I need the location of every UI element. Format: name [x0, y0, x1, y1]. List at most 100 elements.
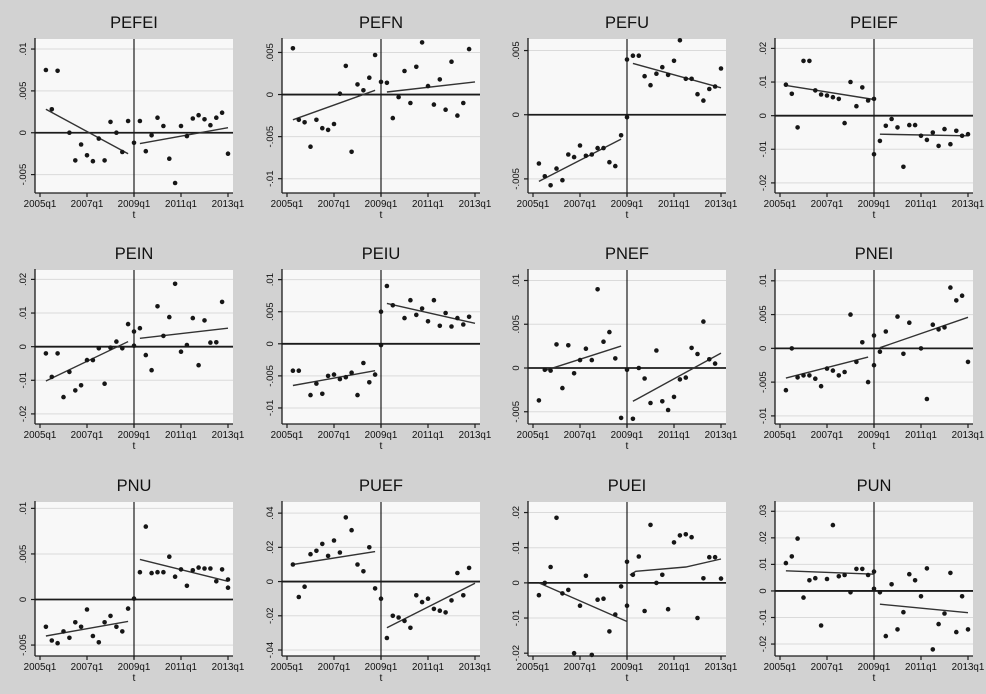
y-tick-label: -.005	[18, 164, 29, 186]
y-tick-label: .005	[18, 544, 29, 563]
data-point	[607, 628, 612, 634]
panel-plot: .005 0 -.005 2005q1 2007q1 2009q1 2011q1 2013q1…	[511, 14, 738, 221]
data-point	[707, 357, 712, 362]
data-point	[167, 554, 172, 559]
y-tick-label: .005	[511, 41, 522, 60]
y-tick-label: .04	[265, 506, 276, 519]
data-point	[413, 64, 419, 70]
fit-line-post	[632, 352, 722, 403]
data-point	[372, 372, 377, 378]
data-point	[190, 116, 196, 121]
data-point	[618, 133, 624, 138]
y-tick-label: .02	[758, 42, 769, 55]
x-tick-label: 2011q1	[658, 662, 690, 673]
data-point	[930, 322, 935, 328]
data-point	[965, 359, 970, 365]
data-point	[859, 85, 865, 90]
data-point	[689, 534, 694, 540]
data-point	[448, 59, 454, 64]
data-point	[871, 333, 876, 339]
panel-plot: .005 0 -.005 -.01 2005q1 2007q1 2009q1 2011q1 20…	[265, 14, 491, 221]
data-point	[290, 46, 295, 51]
x-tick-label: 2013q1	[951, 662, 984, 673]
x-axis-label: t	[626, 672, 629, 684]
data-point	[307, 393, 313, 398]
data-point	[120, 346, 125, 351]
data-point	[677, 377, 683, 383]
data-point	[337, 91, 342, 96]
data-point	[930, 646, 935, 652]
data-point	[149, 133, 154, 138]
data-point	[161, 333, 166, 339]
fit-line-post	[879, 133, 968, 137]
data-point	[947, 570, 953, 575]
data-point	[918, 133, 923, 139]
data-point	[43, 624, 49, 629]
data-point	[437, 323, 442, 329]
data-point	[67, 369, 72, 375]
data-point	[395, 614, 401, 620]
x-tick-label: 2013q1	[212, 662, 245, 673]
data-point	[571, 371, 577, 376]
data-point	[888, 116, 894, 122]
data-point	[665, 606, 671, 612]
data-point	[642, 73, 647, 79]
data-point	[930, 130, 935, 135]
data-point	[290, 368, 295, 374]
data-point	[343, 375, 348, 380]
data-point	[536, 592, 542, 598]
data-point	[149, 570, 154, 576]
data-point	[683, 375, 689, 381]
data-point	[959, 293, 964, 299]
data-point	[202, 565, 207, 571]
panel-plot: .01 .005 0 -.005 2005q1 2007q1 2009q1 2011q1 201…	[18, 14, 244, 221]
data-point	[536, 398, 542, 404]
panel-plot: .01 .005 0 -.005 -.01 2005q1 2007q1 2009q1 2011q…	[758, 245, 984, 452]
data-point	[225, 576, 231, 582]
data-point	[865, 98, 870, 103]
data-point	[61, 395, 66, 400]
x-axis-label: t	[379, 440, 382, 452]
data-point	[654, 580, 659, 585]
data-point	[343, 514, 348, 520]
y-tick-label: .01	[18, 501, 29, 514]
data-point	[331, 537, 336, 543]
data-point	[172, 281, 178, 287]
x-tick-label: 2005q1	[517, 199, 550, 210]
data-point	[354, 393, 360, 398]
y-tick-label: .02	[758, 531, 769, 544]
data-point	[953, 128, 959, 134]
panel-title: PNU	[117, 477, 152, 495]
y-tick-label: 0	[265, 579, 276, 584]
data-point	[102, 619, 107, 625]
y-tick-label: -.01	[18, 372, 29, 388]
y-tick-label: .03	[758, 504, 769, 517]
data-point	[906, 320, 912, 326]
x-axis-label: t	[872, 440, 875, 452]
panel-title: PNEI	[854, 245, 893, 263]
data-point	[924, 137, 929, 143]
data-point	[595, 145, 600, 151]
data-point	[830, 94, 835, 100]
data-point	[155, 304, 160, 309]
data-point	[560, 386, 565, 391]
x-tick-label: 2013q1	[705, 199, 738, 210]
data-point	[894, 125, 900, 130]
data-point	[190, 567, 196, 573]
data-point	[102, 381, 107, 387]
data-point	[454, 570, 460, 575]
panel-plot: .01 .005 0 -.005 2005q1 2007q1 2009q1 2011q1 201…	[18, 477, 245, 684]
scatter-panel: .03 .02 .01 0 -.01 -.02 2005q1 2007q1 2009q1 2011…	[740, 463, 986, 694]
data-point	[648, 401, 653, 406]
data-point	[184, 133, 190, 139]
x-tick-label: 2009q1	[857, 662, 890, 673]
data-point	[78, 142, 84, 147]
data-point	[172, 574, 178, 579]
y-tick-label: .01	[758, 75, 769, 88]
data-point	[137, 118, 143, 124]
data-point	[577, 143, 583, 148]
y-tick-label: -.005	[511, 401, 522, 423]
data-point	[378, 309, 383, 315]
data-point	[836, 573, 841, 579]
data-point	[390, 303, 395, 308]
